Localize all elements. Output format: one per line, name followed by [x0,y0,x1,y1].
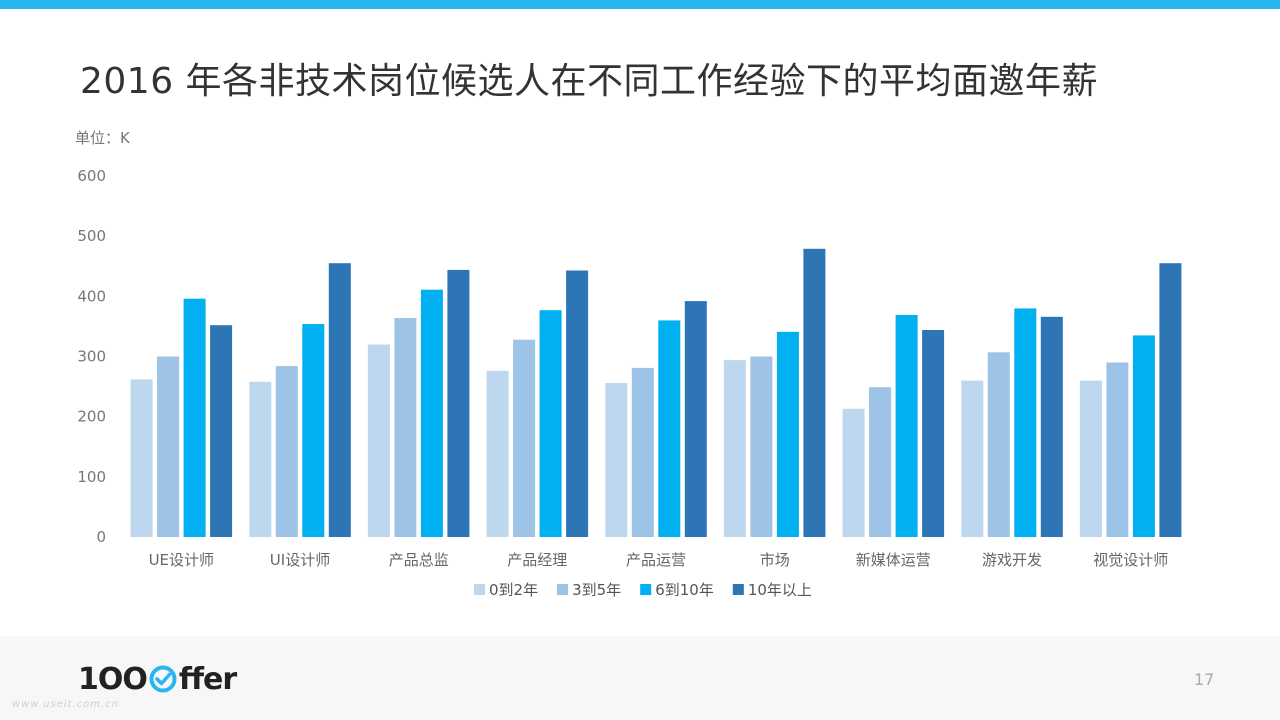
bar [684,301,707,537]
bar [750,356,773,537]
bar [1040,316,1063,537]
legend-label: 10年以上 [748,581,812,599]
logo-100offer: 1OO ffer [78,659,237,699]
bar [631,367,654,537]
y-tick-label: 100 [77,468,106,486]
bar [328,263,351,537]
bar [842,408,865,537]
y-tick-label: 300 [77,348,106,366]
y-tick-label: 400 [77,287,106,305]
bar [130,379,153,537]
x-tick-label: 市场 [760,551,790,569]
logo-suffix: ffer [178,661,237,697]
legend-swatch [640,584,652,595]
legend-label: 0到2年 [489,581,538,599]
top-accent-bar [0,0,1280,9]
legend-swatch [474,584,485,595]
bar [566,270,589,537]
footer [0,636,1280,720]
y-tick-label: 500 [77,227,106,245]
bar [605,383,628,537]
bar [1106,362,1129,537]
watermark: www.useit.com.cn [12,699,120,710]
unit-label: 单位：K [75,129,130,147]
bar-chart: 0 100 200 300 400 500 600 UE设计师 UI设计师 产品总监 产品经理 产品运… [77,167,1182,599]
bar [987,352,1010,537]
bar [394,318,417,537]
bar [275,366,298,537]
x-tick-label: 产品总监 [389,551,449,569]
legend-label: 6到10年 [655,581,714,599]
bar [1079,380,1102,537]
bar [486,370,509,537]
y-tick-label: 200 [77,408,106,426]
x-tick-label: 新媒体运营 [856,551,931,569]
x-tick-label: UE设计师 [149,551,214,569]
bar [513,339,536,537]
x-tick-label: 视觉设计师 [1093,551,1168,569]
x-tick-label: 产品运营 [626,551,686,569]
x-tick-label: 产品经理 [507,551,567,569]
check-circle-icon [149,665,177,693]
bar [1014,308,1037,537]
chart-title: 2016 年各非技术岗位候选人在不同工作经验下的平均面邀年薪 [80,61,1099,102]
legend-swatch [732,584,744,595]
logo-prefix: 1OO [78,661,148,697]
bar [367,344,390,537]
bar [803,248,826,538]
bar [183,298,206,537]
page-number: 17 [1194,670,1215,689]
x-tick-label: 游戏开发 [982,551,1042,569]
legend-label: 3到5年 [572,581,621,599]
bar [302,324,325,537]
bar [961,380,984,537]
y-tick-label: 600 [77,167,106,185]
bar [210,325,233,537]
bar [249,381,272,537]
bar [723,360,746,537]
bar [895,315,918,537]
y-tick-label: 0 [96,528,106,546]
bar [776,331,799,537]
bar [1132,335,1155,537]
legend-swatch [557,584,569,595]
bar [420,289,443,537]
bar [539,310,562,537]
bar [922,330,945,537]
bar [869,387,892,537]
bar [658,320,681,537]
bar [1159,263,1182,537]
bar [447,269,470,537]
bar [157,356,180,537]
x-tick-label: UI设计师 [270,551,330,569]
